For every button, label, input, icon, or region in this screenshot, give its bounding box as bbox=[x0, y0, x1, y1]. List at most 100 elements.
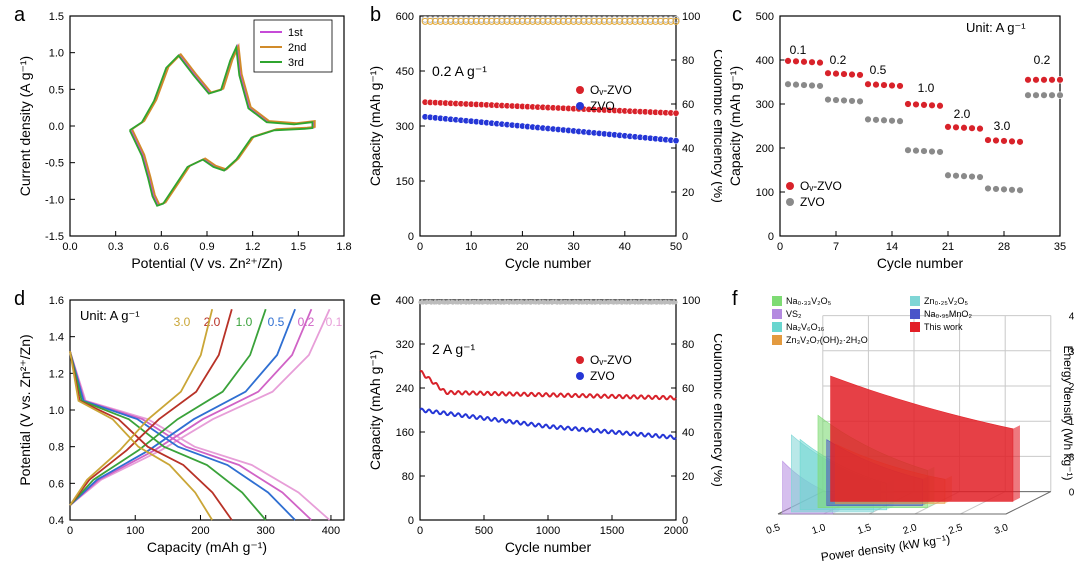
svg-text:Zn₀.₂₅V₂O₅: Zn₀.₂₅V₂O₅ bbox=[924, 296, 968, 306]
svg-text:ZVO: ZVO bbox=[800, 195, 825, 209]
svg-text:0.2 A g⁻¹: 0.2 A g⁻¹ bbox=[432, 63, 487, 79]
svg-text:Power density (kW kg⁻¹): Power density (kW kg⁻¹) bbox=[820, 532, 951, 564]
svg-text:200: 200 bbox=[756, 143, 774, 155]
svg-text:30: 30 bbox=[567, 241, 579, 253]
svg-text:0.6: 0.6 bbox=[49, 478, 64, 490]
svg-text:0: 0 bbox=[67, 525, 73, 537]
svg-text:Energy density (Wh kg⁻¹): Energy density (Wh kg⁻¹) bbox=[1061, 345, 1074, 480]
svg-text:Potential (V vs. Zn²⁺/Zn): Potential (V vs. Zn²⁺/Zn) bbox=[131, 255, 282, 271]
svg-text:-1.0: -1.0 bbox=[45, 194, 64, 206]
svg-text:1.0: 1.0 bbox=[811, 522, 828, 537]
svg-text:1.2: 1.2 bbox=[49, 368, 64, 380]
svg-text:60: 60 bbox=[682, 99, 694, 111]
svg-text:200: 200 bbox=[191, 525, 209, 537]
svg-text:0.6: 0.6 bbox=[154, 241, 169, 253]
svg-text:0.5: 0.5 bbox=[765, 522, 782, 537]
svg-text:20: 20 bbox=[682, 471, 694, 483]
svg-text:20: 20 bbox=[682, 187, 694, 199]
svg-text:0: 0 bbox=[417, 525, 423, 537]
svg-text:7: 7 bbox=[833, 241, 839, 253]
panel-e-longcycle: 0500100015002000080160240320400020406080… bbox=[364, 290, 722, 566]
panel-a-cv: 0.00.30.60.91.21.51.8-1.5-1.0-0.50.00.51… bbox=[12, 6, 358, 282]
svg-text:150: 150 bbox=[396, 176, 414, 188]
svg-text:400: 400 bbox=[396, 295, 414, 307]
svg-text:40: 40 bbox=[682, 427, 694, 439]
svg-text:1.4: 1.4 bbox=[49, 332, 64, 344]
svg-text:Oᵥ-ZVO: Oᵥ-ZVO bbox=[590, 353, 632, 367]
svg-text:Oᵥ-ZVO: Oᵥ-ZVO bbox=[590, 83, 632, 97]
svg-text:2nd: 2nd bbox=[288, 42, 306, 54]
svg-text:1.6: 1.6 bbox=[49, 295, 64, 307]
svg-text:ZVO: ZVO bbox=[590, 369, 615, 383]
svg-text:20: 20 bbox=[516, 241, 528, 253]
svg-text:450: 450 bbox=[396, 66, 414, 78]
svg-text:0.1: 0.1 bbox=[790, 43, 807, 57]
svg-text:100: 100 bbox=[756, 187, 774, 199]
svg-text:10: 10 bbox=[465, 241, 477, 253]
svg-text:600: 600 bbox=[396, 11, 414, 23]
svg-text:80: 80 bbox=[682, 339, 694, 351]
svg-text:40: 40 bbox=[682, 143, 694, 155]
svg-text:This work: This work bbox=[924, 322, 963, 332]
svg-text:1.5: 1.5 bbox=[49, 11, 64, 23]
svg-text:80: 80 bbox=[682, 55, 694, 67]
svg-text:Current density (A g⁻¹): Current density (A g⁻¹) bbox=[17, 56, 33, 196]
svg-text:0: 0 bbox=[682, 515, 688, 527]
svg-text:3.0: 3.0 bbox=[174, 315, 191, 329]
svg-text:500: 500 bbox=[475, 525, 493, 537]
svg-text:0: 0 bbox=[417, 241, 423, 253]
panel-b-cycling: 010203040500150300450600020406080100Cycl… bbox=[364, 6, 722, 282]
svg-text:50: 50 bbox=[670, 241, 682, 253]
svg-text:300: 300 bbox=[756, 99, 774, 111]
svg-text:Oᵥ-ZVO: Oᵥ-ZVO bbox=[800, 179, 842, 193]
svg-text:1.5: 1.5 bbox=[291, 241, 306, 253]
svg-text:1.0: 1.0 bbox=[49, 48, 64, 60]
svg-text:0: 0 bbox=[408, 515, 414, 527]
svg-text:VS₂: VS₂ bbox=[786, 309, 802, 319]
svg-text:0: 0 bbox=[408, 231, 414, 243]
svg-text:Na₀.₃₃V₂O₅: Na₀.₃₃V₂O₅ bbox=[786, 296, 832, 306]
svg-text:1.8: 1.8 bbox=[336, 241, 351, 253]
svg-text:2 A g⁻¹: 2 A g⁻¹ bbox=[432, 341, 476, 357]
svg-text:Potential (V vs. Zn²⁺/Zn): Potential (V vs. Zn²⁺/Zn) bbox=[17, 334, 33, 485]
svg-text:14: 14 bbox=[886, 241, 898, 253]
svg-text:2.0: 2.0 bbox=[954, 107, 971, 121]
svg-text:21: 21 bbox=[942, 241, 954, 253]
svg-text:320: 320 bbox=[396, 339, 414, 351]
svg-text:0.0: 0.0 bbox=[49, 121, 64, 133]
svg-text:Cycle number: Cycle number bbox=[877, 255, 964, 271]
svg-text:Unit: A g⁻¹: Unit: A g⁻¹ bbox=[966, 20, 1026, 35]
svg-text:0.5: 0.5 bbox=[870, 63, 887, 77]
svg-text:28: 28 bbox=[998, 241, 1010, 253]
svg-text:1.5: 1.5 bbox=[856, 522, 873, 537]
svg-text:300: 300 bbox=[257, 525, 275, 537]
svg-text:160: 160 bbox=[396, 427, 414, 439]
panel-c-rate: 07142128350100200300400500Cycle numberCa… bbox=[726, 6, 1074, 282]
svg-text:2.0: 2.0 bbox=[204, 315, 221, 329]
svg-text:0.4: 0.4 bbox=[49, 515, 64, 527]
svg-text:1500: 1500 bbox=[600, 525, 624, 537]
svg-text:40: 40 bbox=[619, 241, 631, 253]
svg-text:Capacity (mAh g⁻¹): Capacity (mAh g⁻¹) bbox=[727, 66, 743, 186]
svg-text:0.2: 0.2 bbox=[1034, 53, 1051, 67]
svg-text:100: 100 bbox=[126, 525, 144, 537]
svg-text:Capacity (mAh g⁻¹): Capacity (mAh g⁻¹) bbox=[367, 66, 383, 186]
svg-text:0.0: 0.0 bbox=[62, 241, 77, 253]
svg-text:3rd: 3rd bbox=[288, 57, 304, 69]
svg-text:400: 400 bbox=[322, 525, 340, 537]
panel-d-gcd: 01002003004000.40.60.81.01.21.41.6Capaci… bbox=[12, 290, 358, 566]
svg-text:1000: 1000 bbox=[536, 525, 560, 537]
svg-text:0: 0 bbox=[1069, 488, 1074, 499]
svg-text:3.0: 3.0 bbox=[993, 522, 1010, 537]
svg-text:Capacity (mAh g⁻¹): Capacity (mAh g⁻¹) bbox=[147, 539, 267, 555]
svg-text:300: 300 bbox=[396, 121, 414, 133]
svg-text:0.8: 0.8 bbox=[49, 442, 64, 454]
svg-text:0: 0 bbox=[768, 231, 774, 243]
svg-text:35: 35 bbox=[1054, 241, 1066, 253]
svg-text:Na₀.₉₅MnO₂: Na₀.₉₅MnO₂ bbox=[924, 309, 972, 319]
svg-text:Capacity (mAh g⁻¹): Capacity (mAh g⁻¹) bbox=[367, 350, 383, 470]
svg-text:2.5: 2.5 bbox=[947, 522, 964, 537]
svg-text:3.0: 3.0 bbox=[994, 119, 1011, 133]
svg-text:400: 400 bbox=[1069, 312, 1074, 323]
svg-text:Coulombic efficiency (%): Coulombic efficiency (%) bbox=[711, 333, 722, 487]
